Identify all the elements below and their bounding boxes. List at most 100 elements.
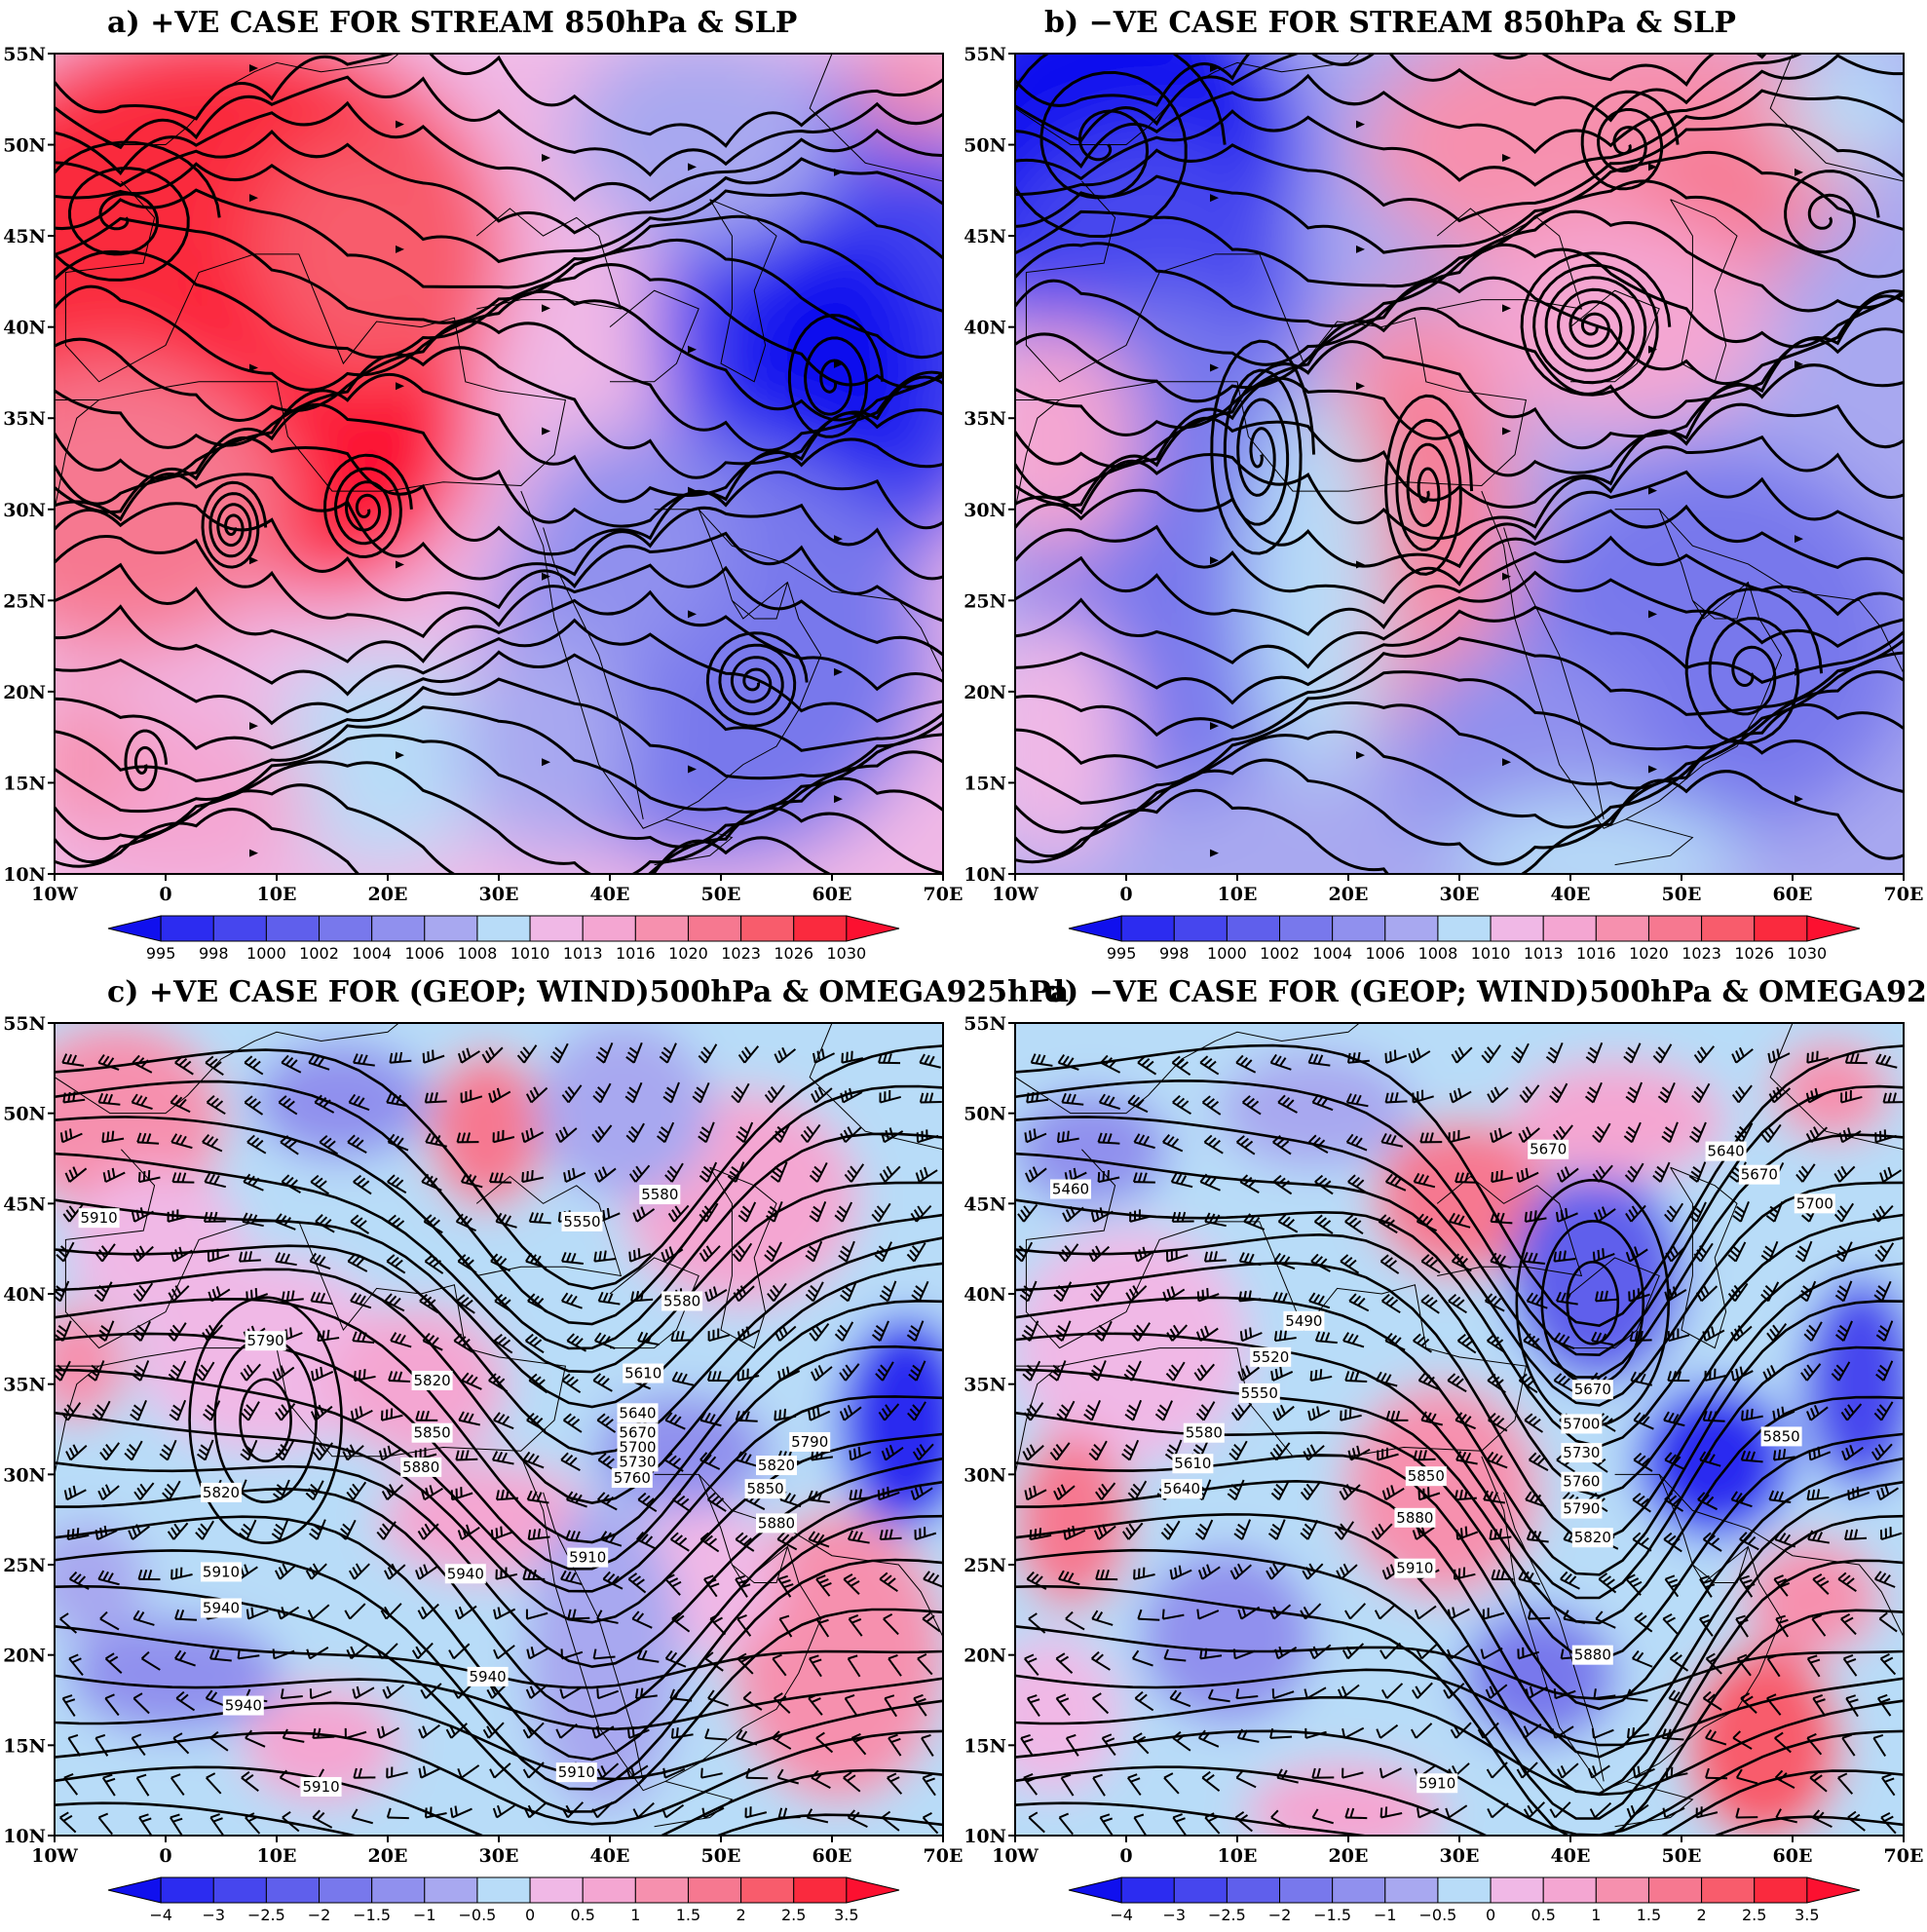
streamline <box>55 808 833 874</box>
wind-barb <box>884 1694 898 1718</box>
wind-barb <box>350 1214 370 1234</box>
wind-barb <box>591 1124 613 1143</box>
wind-barb <box>1766 1693 1782 1716</box>
wind-barb <box>1731 1084 1753 1104</box>
wind-barb <box>1197 1564 1221 1580</box>
wind-barb <box>772 1122 791 1144</box>
wind-barb <box>1024 1128 1047 1144</box>
wind-barb <box>384 1293 405 1312</box>
coastline <box>1436 1175 1583 1277</box>
wind-barb <box>1669 1651 1689 1672</box>
svg-text:5910: 5910 <box>81 1209 118 1227</box>
wind-barb <box>135 1773 150 1797</box>
wind-barb <box>382 1684 405 1699</box>
streamline-arrow <box>1502 154 1511 163</box>
wind-barb <box>1528 1609 1551 1620</box>
wind-barb <box>732 1242 753 1263</box>
wind-barb <box>1451 1046 1473 1064</box>
wind-barb <box>912 1443 934 1461</box>
wind-barb <box>1056 1130 1079 1144</box>
wind-barb <box>661 1246 684 1263</box>
wind-barb <box>1734 1122 1754 1144</box>
wind-barb <box>132 1054 153 1074</box>
wind-barb <box>1207 1688 1230 1703</box>
wind-barb <box>1022 1444 1044 1461</box>
colorbar-segment <box>319 915 373 942</box>
lon-tick-label: 0 <box>159 1845 171 1867</box>
wind-barb <box>422 1332 443 1351</box>
wind-barb <box>1274 1646 1298 1660</box>
colorbar-segment <box>1437 1876 1492 1904</box>
wind-barb <box>310 1404 333 1421</box>
coastline <box>55 1365 99 1836</box>
wind-barb <box>168 1360 187 1382</box>
wind-barb <box>1131 1649 1153 1667</box>
colorbar-max-arrow <box>1806 915 1861 942</box>
wind-barb <box>271 1519 289 1540</box>
coastline <box>1670 1166 1738 1349</box>
wind-barb <box>1705 1652 1722 1675</box>
lat-tick-label: 40N <box>3 318 46 339</box>
wind-barb <box>421 1173 442 1192</box>
streamline <box>55 436 943 556</box>
wind-barb <box>707 1328 731 1343</box>
wind-barb <box>317 1329 340 1343</box>
svg-text:5940: 5940 <box>225 1697 262 1715</box>
wind-barb <box>592 1082 612 1104</box>
wind-barb <box>1379 1806 1403 1819</box>
streamline <box>1015 739 1904 866</box>
wind-barb <box>1553 1688 1576 1700</box>
lat-tick-label: 25N <box>3 590 46 612</box>
wind-barb <box>1417 1487 1441 1501</box>
wind-barb <box>1023 1773 1039 1796</box>
wind-barb <box>1020 1733 1034 1757</box>
wind-barb <box>1487 1086 1509 1104</box>
geopotential-contour <box>55 1514 943 1762</box>
wind-barb <box>387 1214 407 1235</box>
wind-barb <box>910 1204 932 1223</box>
wind-barb <box>411 1642 434 1660</box>
wind-barb <box>445 1723 468 1739</box>
wind-barb <box>1625 1688 1648 1702</box>
wind-barb <box>815 1574 832 1597</box>
wind-barb <box>1132 1172 1155 1184</box>
wind-barb <box>1766 1654 1781 1678</box>
svg-text:5940: 5940 <box>470 1668 507 1686</box>
wind-barb <box>1101 1733 1116 1757</box>
colorbar-label: 1004 <box>1312 944 1352 963</box>
lat-tick-label: 55N <box>964 44 1006 65</box>
svg-text:5910: 5910 <box>303 1778 340 1796</box>
wind-barb <box>593 1166 617 1183</box>
streamline <box>55 650 943 752</box>
lat-tick-label: 40N <box>964 1284 1006 1306</box>
wind-barb <box>871 1202 891 1223</box>
wind-barb <box>913 1693 927 1717</box>
wind-barb <box>881 1127 904 1144</box>
wind-barb <box>1809 1771 1828 1793</box>
wind-barb <box>482 1722 505 1739</box>
wind-barb <box>59 1612 78 1634</box>
wind-barb <box>1845 1694 1859 1718</box>
lon-tick-label: 10E <box>1218 884 1258 905</box>
wind-barb <box>1741 1408 1763 1421</box>
wind-barb <box>664 1162 684 1183</box>
wind-barb <box>1346 1051 1370 1064</box>
wind-barb <box>1697 1492 1718 1511</box>
wind-barb <box>1878 1611 1898 1633</box>
wind-barb <box>353 1053 375 1067</box>
geopotential-contour <box>1015 1411 1904 1662</box>
wind-barb <box>1526 1292 1548 1309</box>
wind-barb <box>239 1519 257 1540</box>
wind-barb <box>914 1527 937 1541</box>
wind-barb <box>1384 1173 1407 1192</box>
lon-tick-label: 50E <box>701 884 741 905</box>
wind-barb <box>1483 1490 1505 1504</box>
colorbar-min-arrow <box>1068 1876 1122 1904</box>
wind-barb <box>565 1530 588 1543</box>
panel-b-axes: 10N 15N 20N 25N 30N 35N 40N 45N 50N 55N 10W 0 10E 20E… <box>964 44 1923 905</box>
wind-barb <box>386 1807 409 1820</box>
wind-barb <box>528 1212 551 1225</box>
wind-barb <box>203 1211 226 1223</box>
panel-b: b) −VE CASE FOR STREAM 850hPa & SLP <box>964 6 1923 963</box>
colorbar-max-arrow <box>846 915 900 942</box>
